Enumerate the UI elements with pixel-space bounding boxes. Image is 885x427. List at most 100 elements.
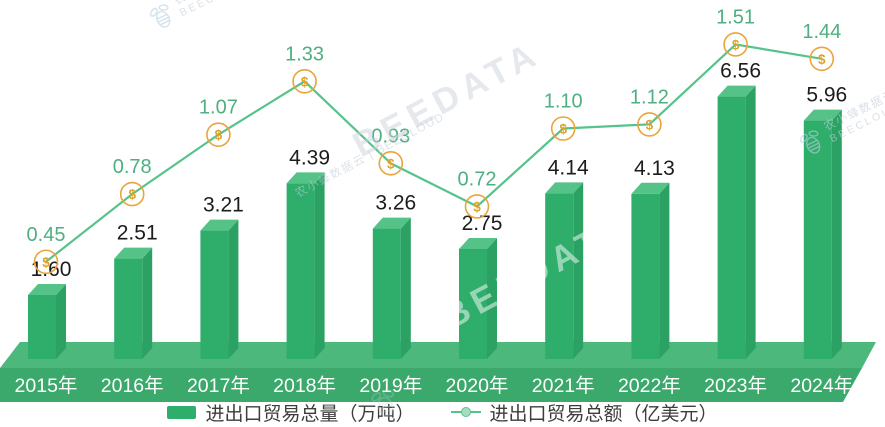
bar-side-face	[56, 284, 66, 359]
line-marker: $	[723, 32, 748, 57]
marker-ring	[33, 249, 59, 275]
bar	[717, 85, 756, 359]
bar	[545, 182, 584, 359]
marker-ring	[378, 151, 404, 176]
bar-front-face	[28, 295, 56, 359]
marker-ring	[809, 46, 835, 72]
bar-front-face	[803, 120, 832, 359]
bar-front-face	[372, 228, 401, 359]
bar	[200, 219, 239, 359]
line-marker: $	[809, 46, 835, 72]
legend-line-dot	[460, 407, 471, 417]
line-value-label: 0.93	[371, 125, 410, 147]
bar-top-face	[545, 182, 584, 194]
legend-label: 进出口贸易总量（万吨）	[205, 403, 415, 425]
marker-ring	[464, 194, 490, 219]
line-marker: $	[292, 69, 317, 94]
dollar-marker-icon: $	[301, 74, 309, 89]
x-axis-label: 2019年	[359, 375, 422, 397]
line-value-label: 0.78	[113, 156, 152, 178]
bar-side-face	[142, 247, 153, 359]
legend-item-bar-series[interactable]: 进出口贸易总量（万吨）	[167, 399, 415, 426]
bar-top-face	[372, 217, 411, 229]
legend-label: 进出口贸易总额（亿美元）	[489, 403, 718, 425]
bar-front-face	[459, 249, 487, 359]
bar	[114, 247, 153, 359]
marker-ring	[723, 32, 748, 57]
bar-value-label: 3.26	[375, 192, 416, 215]
line-value-label: 1.51	[716, 6, 755, 28]
bar-value-label: 5.96	[806, 84, 847, 107]
bar-top-face	[459, 238, 497, 249]
bar-value-label: 4.39	[289, 146, 330, 169]
line-value-label: 0.45	[27, 224, 66, 246]
marker-ring	[119, 181, 145, 207]
line-marker: $	[378, 151, 404, 176]
x-axis-label: 2016年	[101, 375, 164, 397]
bar-side-face	[573, 182, 584, 359]
x-axis-label: 2023年	[704, 375, 767, 397]
bar	[28, 284, 66, 359]
bar-side-face	[400, 217, 411, 359]
line-value-label: 1.10	[544, 91, 583, 113]
line-marker: $	[550, 116, 576, 141]
dollar-marker-icon: $	[42, 255, 50, 270]
bar-value-label: 3.21	[203, 194, 244, 217]
bar	[803, 109, 842, 359]
x-axis-label: 2022年	[618, 375, 681, 397]
marker-ring	[550, 116, 576, 141]
bar-top-face	[200, 219, 239, 231]
bar	[631, 182, 670, 359]
line-marker: $	[206, 122, 231, 147]
dollar-marker-icon: $	[818, 52, 826, 67]
line-value-label: 1.12	[630, 86, 669, 108]
x-axis-label: 2024年	[790, 375, 853, 397]
x-axis-label: 2015年	[15, 375, 78, 397]
bar	[459, 238, 497, 359]
bar-front-face	[631, 193, 660, 359]
bar-side-face	[831, 109, 842, 359]
dollar-marker-icon: $	[387, 156, 395, 171]
x-axis-label: 2018年	[273, 375, 336, 397]
bar-front-face	[200, 230, 229, 359]
legend-line-marker	[450, 407, 481, 417]
bar-front-face	[545, 193, 574, 359]
bar-side-face	[314, 172, 325, 359]
bar	[372, 217, 411, 359]
dollar-marker-icon: $	[646, 117, 654, 132]
dollar-marker-icon: $	[559, 122, 567, 137]
marker-ring	[292, 69, 317, 94]
x-axis-label: 2021年	[532, 375, 595, 397]
bar-top-face	[28, 284, 66, 295]
bar-top-face	[717, 85, 756, 97]
dollar-marker-icon: $	[732, 37, 740, 52]
line-value-label: 1.07	[199, 97, 238, 119]
bar-value-label: 4.13	[634, 157, 675, 180]
line-marker: $	[33, 249, 59, 275]
bar-front-face	[286, 183, 315, 359]
line-value-label: 0.72	[458, 168, 497, 190]
bar-top-face	[286, 172, 325, 184]
bar	[286, 172, 325, 359]
line-value-label: 1.33	[285, 43, 324, 65]
bar-value-label: 4.14	[548, 156, 589, 179]
bar-value-label: 1.60	[31, 258, 72, 281]
legend-item-line-series[interactable]: 进出口贸易总额（亿美元）	[450, 399, 718, 426]
line-marker: $	[637, 112, 662, 137]
bar-top-face	[631, 182, 670, 194]
dollar-marker-icon: $	[215, 128, 223, 143]
bar-side-face	[228, 219, 239, 359]
bar-side-face	[659, 182, 670, 359]
marker-ring	[637, 112, 662, 137]
bar-value-label: 2.51	[117, 222, 158, 245]
bar-side-face	[487, 238, 497, 359]
trend-line	[45, 43, 822, 263]
chart-legend: 进出口贸易总量（万吨） 进出口贸易总额（亿美元）	[0, 398, 885, 426]
bar-value-label: 6.56	[720, 60, 761, 83]
dollar-marker-icon: $	[128, 187, 136, 202]
bar-front-face	[114, 258, 143, 359]
platform-front-face	[0, 368, 862, 402]
dollar-marker-icon: $	[473, 199, 481, 214]
